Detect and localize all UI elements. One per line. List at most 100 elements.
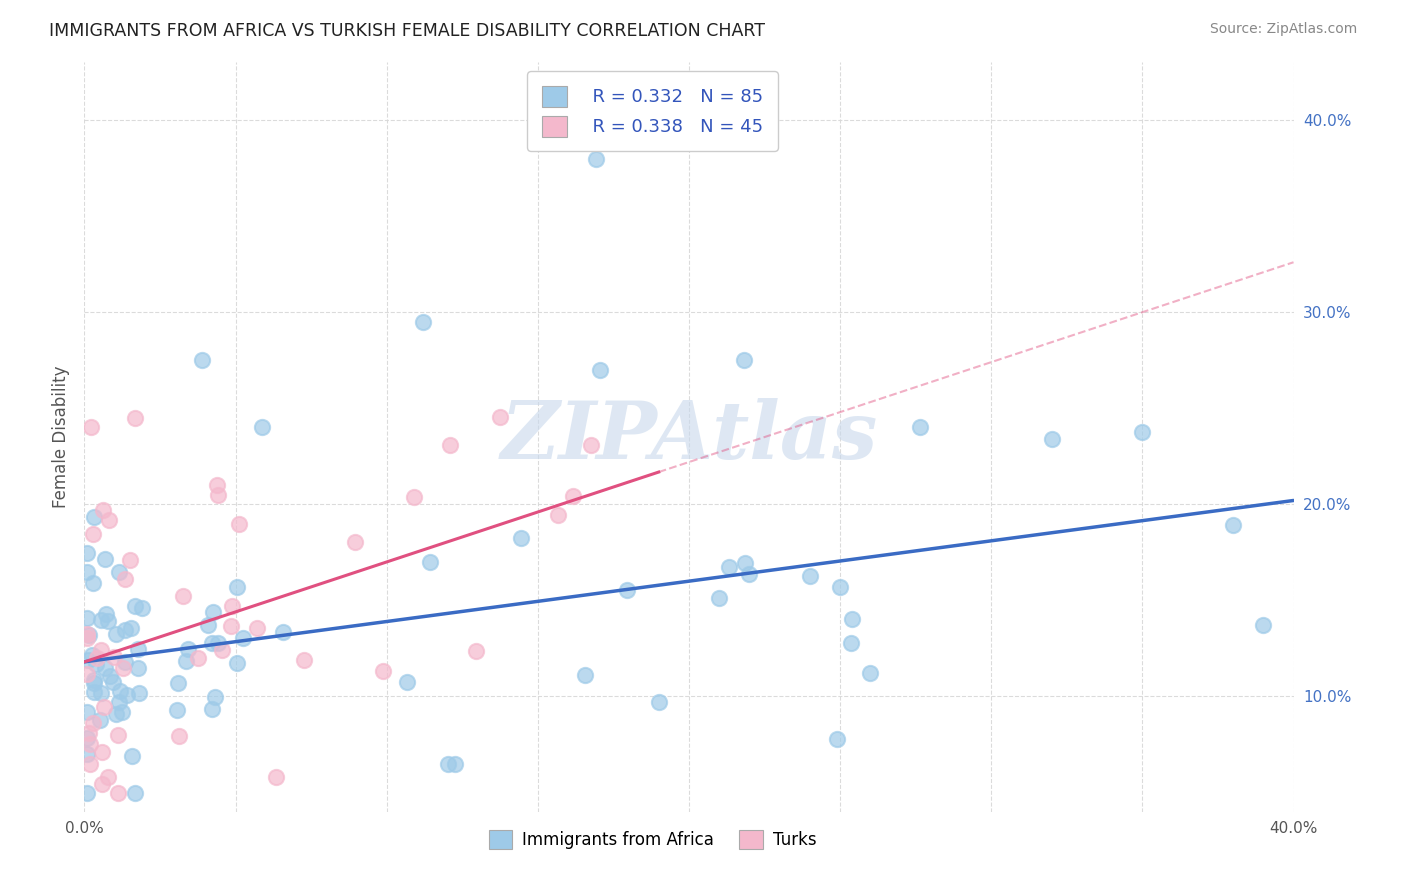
Point: [80, 420, 103, 434]
Point: [172, 589, 194, 603]
Point: [86, 651, 108, 665]
Point: [98, 513, 121, 527]
Point: [90, 686, 112, 700]
Point: [84, 657, 107, 672]
Point: [76, 626, 98, 640]
Point: [120, 553, 142, 567]
Point: [83, 685, 105, 699]
Point: [859, 665, 882, 680]
Point: [104, 706, 127, 721]
Point: [648, 695, 671, 709]
Point: [107, 785, 129, 799]
Point: [219, 618, 242, 632]
Point: [174, 654, 197, 668]
Point: [738, 566, 761, 581]
Point: [201, 702, 224, 716]
Point: [120, 621, 142, 635]
Point: [77, 725, 100, 739]
Point: [76, 731, 98, 745]
Point: [264, 770, 287, 784]
Point: [444, 756, 467, 771]
Text: Source: ZipAtlas.com: Source: ZipAtlas.com: [1209, 22, 1357, 37]
Point: [717, 560, 740, 574]
Point: [93, 661, 115, 675]
Y-axis label: Female Disability: Female Disability: [52, 366, 70, 508]
Point: [114, 655, 136, 669]
Point: [167, 676, 190, 690]
Point: [76, 785, 98, 799]
Point: [82, 648, 104, 663]
Point: [799, 569, 821, 583]
Point: [412, 315, 434, 329]
Point: [91, 503, 114, 517]
Point: [221, 599, 243, 614]
Point: [187, 650, 209, 665]
Point: [90, 777, 112, 791]
Point: [709, 591, 731, 605]
Point: [226, 581, 249, 595]
Point: [77, 628, 100, 642]
Point: [232, 631, 254, 645]
Point: [96, 770, 118, 784]
Point: [588, 363, 610, 377]
Point: [79, 738, 101, 752]
Point: [83, 675, 105, 690]
Point: [82, 527, 104, 541]
Point: [97, 614, 120, 628]
Point: [371, 664, 394, 678]
Point: [90, 643, 112, 657]
Point: [246, 622, 269, 636]
Point: [1130, 425, 1153, 439]
Point: [547, 508, 569, 523]
Point: [1222, 517, 1244, 532]
Point: [207, 488, 229, 502]
Point: [94, 607, 117, 622]
Point: [93, 699, 115, 714]
Point: [76, 747, 98, 761]
Point: [114, 572, 136, 586]
Point: [579, 438, 602, 452]
Point: [343, 535, 366, 549]
Point: [128, 685, 150, 699]
Point: [395, 675, 418, 690]
Point: [76, 611, 98, 625]
Point: [228, 516, 250, 531]
Point: [202, 605, 225, 619]
Point: [839, 636, 862, 650]
Point: [127, 641, 149, 656]
Point: [574, 668, 596, 682]
Legend: Immigrants from Africa, Turks: Immigrants from Africa, Turks: [482, 823, 823, 855]
Point: [79, 756, 101, 771]
Point: [830, 580, 852, 594]
Point: [108, 694, 131, 708]
Point: [103, 674, 125, 689]
Point: [562, 489, 585, 503]
Point: [1253, 618, 1275, 632]
Point: [114, 624, 136, 638]
Point: [827, 731, 849, 746]
Point: [207, 636, 229, 650]
Point: [489, 410, 512, 425]
Point: [124, 785, 146, 799]
Point: [111, 705, 134, 719]
Point: [107, 565, 129, 579]
Point: [166, 703, 188, 717]
Point: [124, 599, 146, 613]
Point: [82, 715, 104, 730]
Point: [1040, 433, 1063, 447]
Point: [464, 643, 486, 657]
Point: [734, 353, 756, 368]
Point: [83, 673, 105, 688]
Point: [734, 556, 756, 570]
Point: [91, 745, 114, 759]
Point: [121, 749, 143, 764]
Point: [82, 576, 104, 591]
Point: [105, 626, 128, 640]
Point: [190, 353, 212, 368]
Text: ZIPAtlas: ZIPAtlas: [501, 399, 877, 475]
Point: [419, 554, 441, 568]
Point: [89, 713, 111, 727]
Point: [108, 683, 131, 698]
Point: [131, 601, 153, 615]
Point: [94, 551, 117, 566]
